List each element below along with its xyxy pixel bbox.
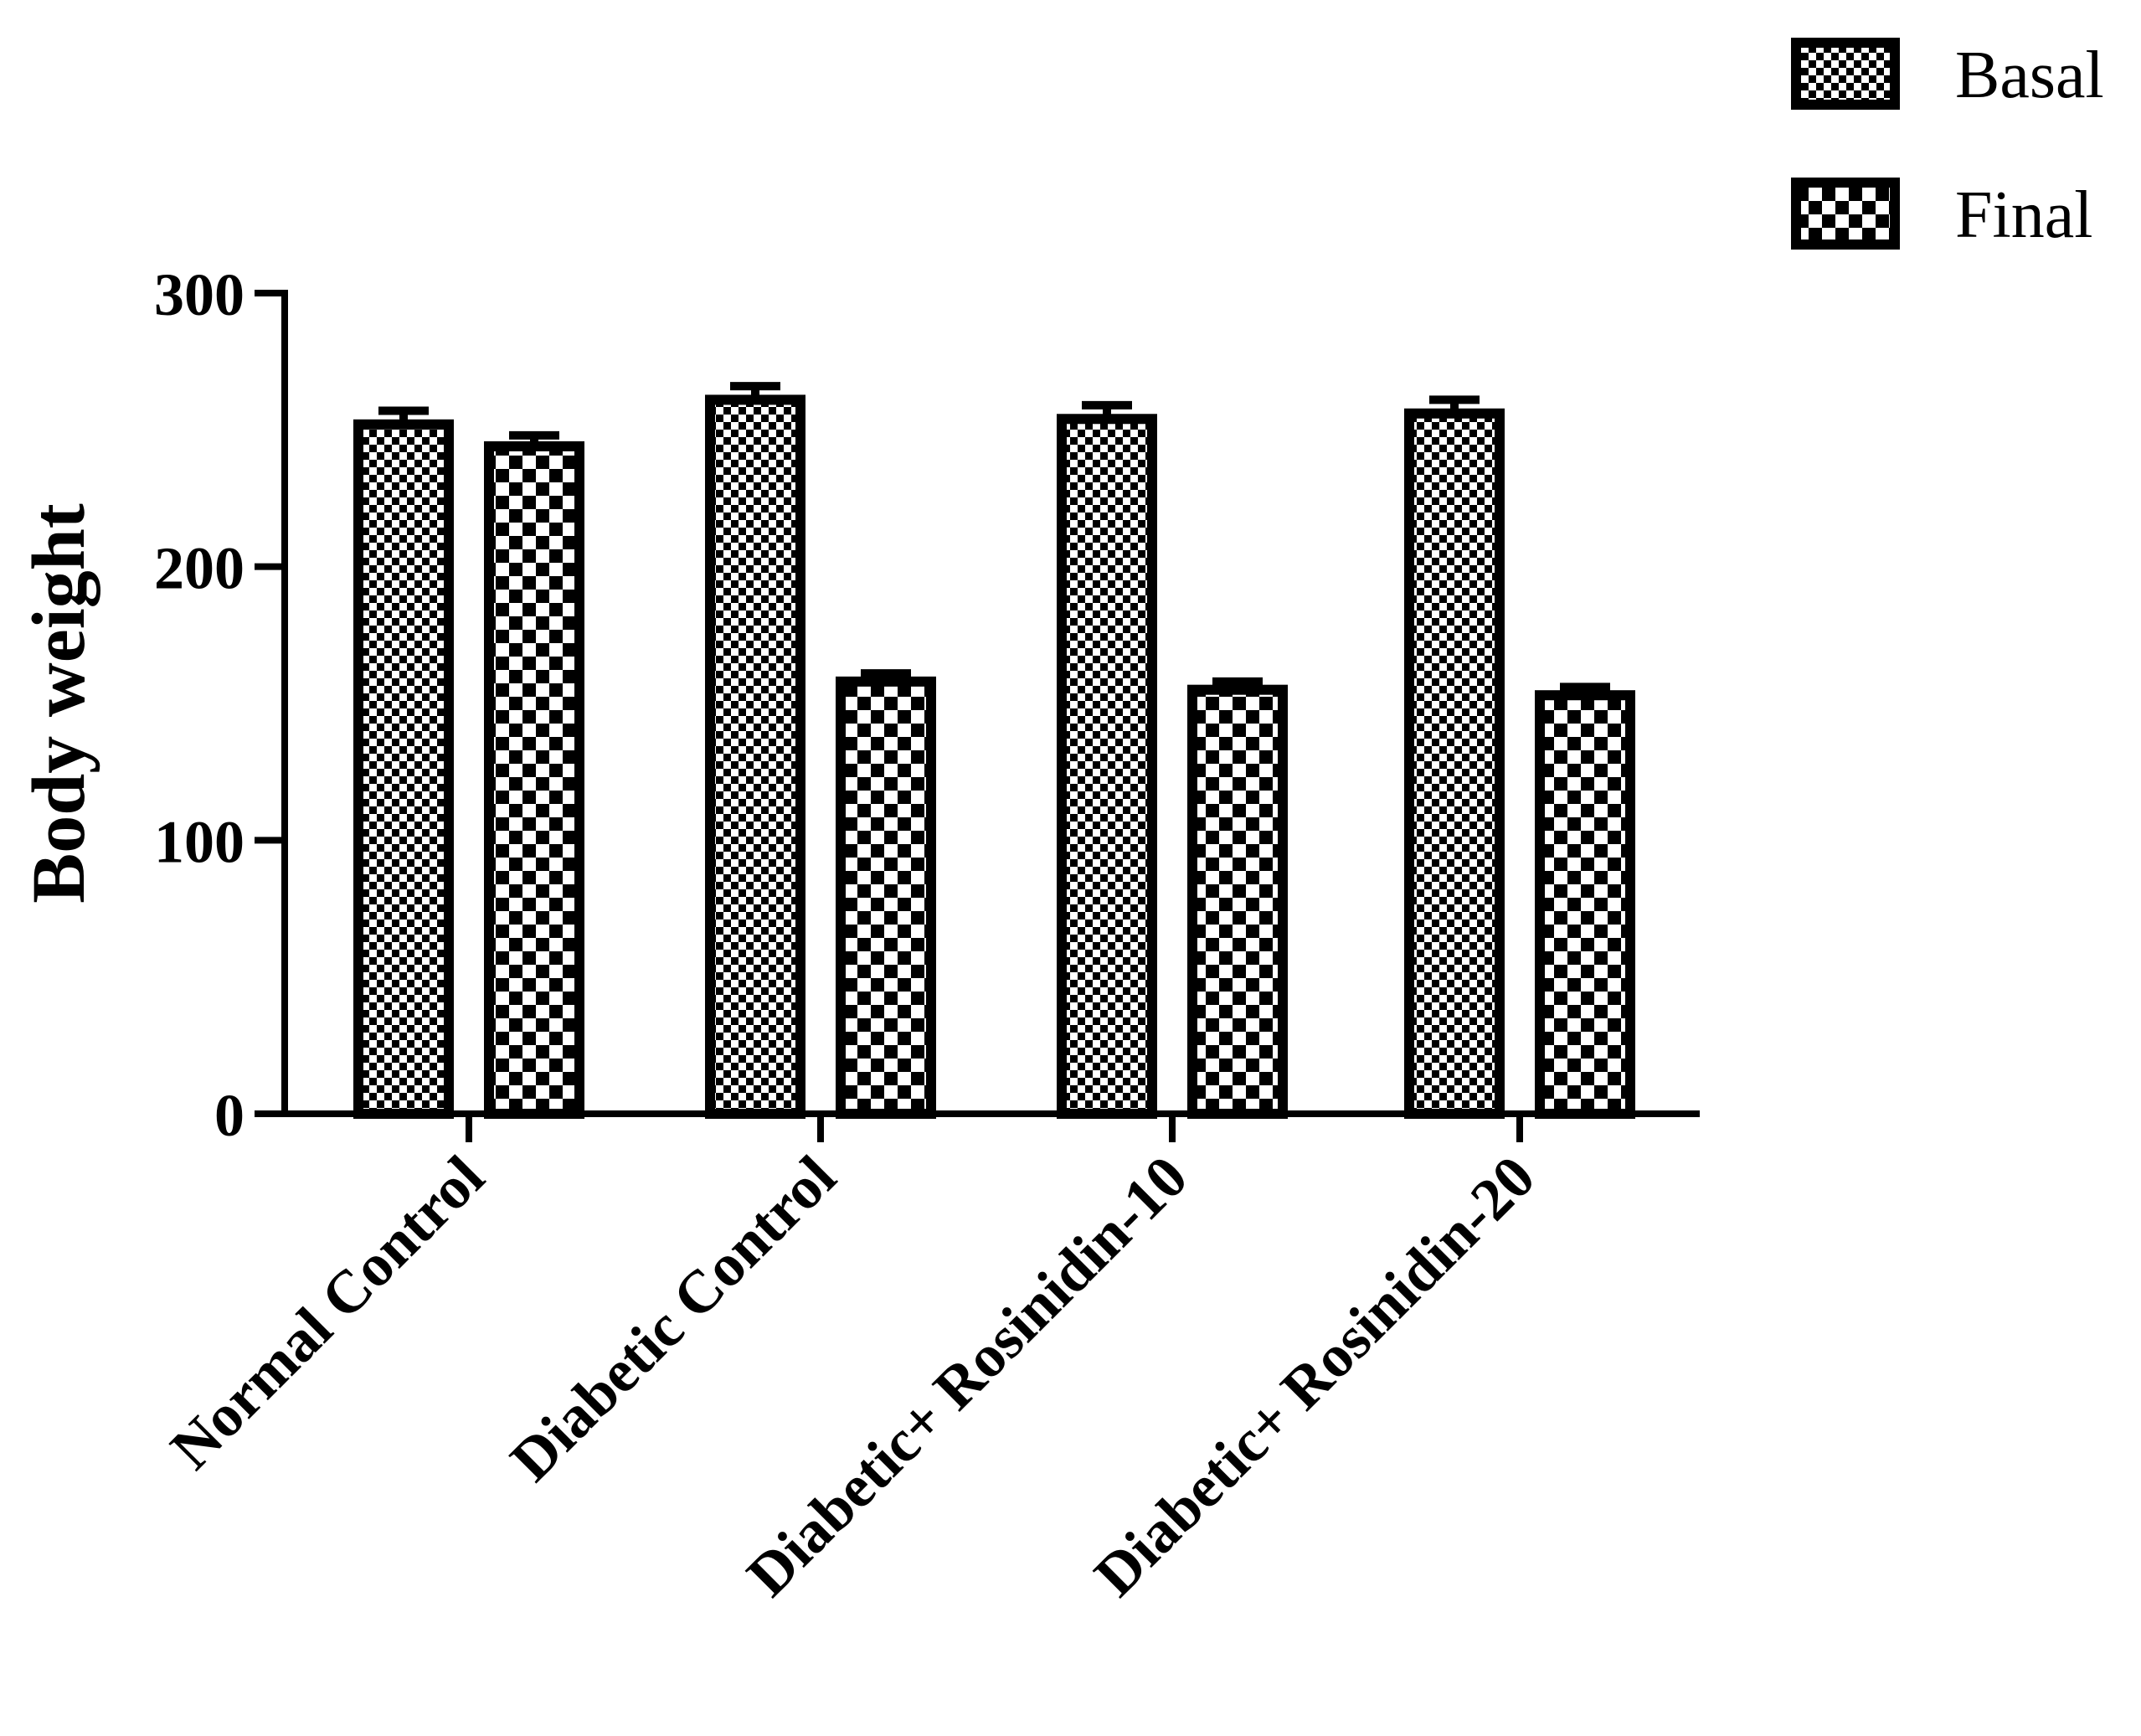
legend-swatch-basal	[1791, 38, 1900, 110]
y-tick-label-1: 100	[154, 808, 244, 875]
y-tick-label-2: 200	[154, 535, 244, 602]
bar-1-1	[836, 676, 936, 1119]
x-tick-label-0: Normal Control	[157, 1143, 497, 1482]
bar-1-2	[1187, 684, 1288, 1120]
bar-0-3	[1404, 408, 1505, 1119]
legend-label-basal: Basal	[1955, 39, 2104, 112]
legend-label-final: Final	[1955, 178, 2092, 252]
bar-0-1	[705, 394, 805, 1119]
y-tick-label-3: 300	[154, 261, 244, 328]
bar-0-2	[1057, 414, 1157, 1119]
legend-swatch-final	[1791, 178, 1900, 250]
y-tick-label-0: 0	[214, 1082, 244, 1149]
x-tick-label-1: Diabetic Control	[497, 1143, 848, 1494]
legend: Basal Final	[1791, 38, 2104, 252]
bars-layer	[353, 382, 1635, 1120]
bar-1-0	[484, 440, 584, 1119]
y-axis-title: Body weight	[18, 503, 100, 904]
bar-0-0	[353, 419, 454, 1119]
bar-1-3	[1535, 690, 1635, 1119]
